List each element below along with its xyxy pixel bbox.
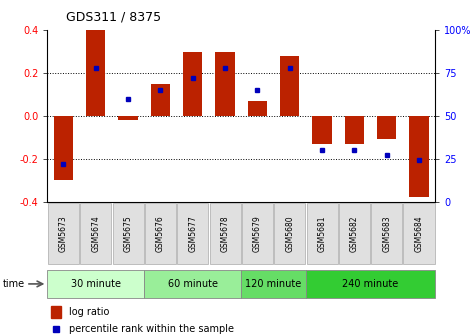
Text: GSM5683: GSM5683 (382, 215, 391, 252)
Text: GSM5675: GSM5675 (123, 215, 132, 252)
Bar (409, 116, 429, 197)
FancyBboxPatch shape (403, 203, 435, 264)
FancyBboxPatch shape (210, 203, 241, 264)
FancyBboxPatch shape (371, 203, 402, 264)
Text: GSM5681: GSM5681 (317, 215, 326, 252)
Bar (183, 52, 202, 116)
Text: GSM5684: GSM5684 (414, 215, 423, 252)
Text: 240 minute: 240 minute (342, 279, 399, 289)
FancyBboxPatch shape (80, 203, 111, 264)
Bar (248, 101, 267, 116)
Bar (118, 116, 138, 120)
Text: 30 minute: 30 minute (71, 279, 121, 289)
FancyBboxPatch shape (307, 203, 338, 264)
FancyBboxPatch shape (177, 203, 208, 264)
Text: GSM5682: GSM5682 (350, 215, 359, 252)
Text: 120 minute: 120 minute (245, 279, 302, 289)
FancyBboxPatch shape (306, 270, 435, 298)
Text: GSM5677: GSM5677 (188, 215, 197, 252)
Text: GSM5680: GSM5680 (285, 215, 294, 252)
Bar (280, 56, 299, 116)
Text: log ratio: log ratio (69, 307, 109, 317)
FancyBboxPatch shape (274, 203, 305, 264)
Text: GSM5674: GSM5674 (91, 215, 100, 252)
Text: GDS311 / 8375: GDS311 / 8375 (66, 10, 161, 24)
Bar (54, 116, 73, 180)
Text: time: time (2, 279, 25, 289)
Bar (86, 30, 105, 116)
FancyBboxPatch shape (48, 203, 79, 264)
FancyBboxPatch shape (47, 270, 144, 298)
FancyBboxPatch shape (145, 203, 176, 264)
Bar (215, 52, 235, 116)
Text: 60 minute: 60 minute (168, 279, 218, 289)
FancyBboxPatch shape (144, 270, 241, 298)
Text: GSM5676: GSM5676 (156, 215, 165, 252)
Bar (377, 116, 396, 139)
Text: GSM5673: GSM5673 (59, 215, 68, 252)
Bar (151, 84, 170, 116)
Text: GSM5679: GSM5679 (253, 215, 262, 252)
Bar (312, 116, 332, 144)
Bar (345, 116, 364, 144)
Bar (51, 306, 61, 318)
Text: percentile rank within the sample: percentile rank within the sample (69, 324, 234, 334)
FancyBboxPatch shape (339, 203, 370, 264)
FancyBboxPatch shape (242, 203, 273, 264)
Text: GSM5678: GSM5678 (220, 215, 229, 252)
FancyBboxPatch shape (241, 270, 306, 298)
FancyBboxPatch shape (113, 203, 144, 264)
